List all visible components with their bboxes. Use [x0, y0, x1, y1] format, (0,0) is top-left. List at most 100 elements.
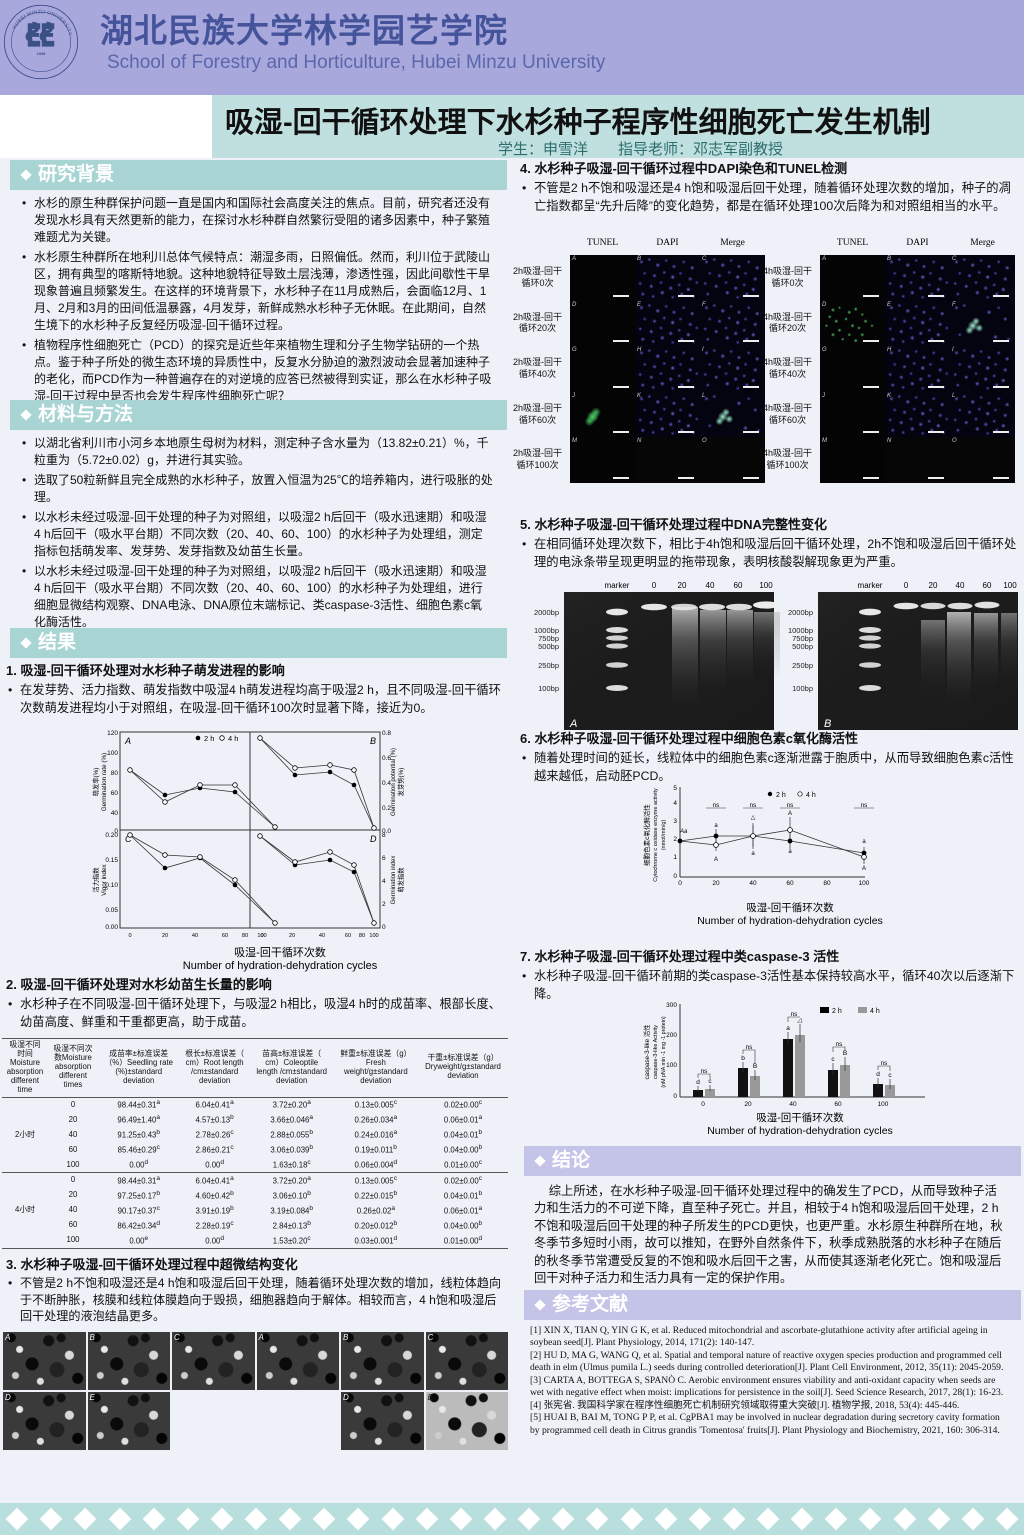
svg-text:c: c [708, 1078, 712, 1085]
svg-text:Germination rate (%): Germination rate (%) [101, 753, 108, 811]
svg-text:4: 4 [673, 800, 677, 807]
svg-text:D: D [370, 834, 377, 844]
svg-text:0: 0 [652, 581, 657, 590]
svg-text:A: A [862, 866, 866, 872]
svg-text:20: 20 [712, 880, 720, 887]
svg-text:0.6: 0.6 [382, 755, 391, 762]
svg-text:A: A [569, 718, 577, 730]
svg-text:B: B [370, 736, 376, 746]
svg-text:d: d [876, 1071, 880, 1078]
svg-text:250bp: 250bp [538, 661, 559, 670]
svg-text:0: 0 [128, 933, 131, 939]
svg-text:100: 100 [107, 750, 118, 757]
svg-text:A: A [714, 857, 718, 863]
svg-text:40: 40 [706, 581, 715, 590]
svg-text:B: B [824, 718, 831, 730]
svg-text:A: A [124, 736, 131, 746]
svg-text:2000bp: 2000bp [534, 608, 559, 617]
svg-text:120: 120 [107, 730, 118, 737]
svg-text:B: B [753, 1063, 757, 1070]
svg-text:细胞色素c氧化酶活性: 细胞色素c氧化酶活性 [642, 804, 651, 866]
svg-text:△: △ [751, 815, 756, 821]
svg-text:60: 60 [983, 581, 992, 590]
svg-text:4 h: 4 h [806, 792, 816, 799]
svg-text:0: 0 [673, 873, 677, 880]
svg-text:marker: marker [605, 581, 630, 590]
svg-text:d: d [696, 1079, 700, 1086]
svg-text:500bp: 500bp [792, 642, 813, 651]
svg-text:2: 2 [673, 836, 677, 843]
svg-text:ns: ns [746, 1044, 753, 1051]
svg-text:5: 5 [673, 785, 677, 792]
svg-text:0: 0 [904, 581, 909, 590]
svg-text:(nmol/min/g): (nmol/min/g) [661, 820, 667, 851]
svg-text:2 h: 2 h [776, 792, 786, 799]
svg-text:0.8: 0.8 [382, 730, 391, 737]
svg-text:300: 300 [666, 1002, 677, 1009]
svg-text:20: 20 [678, 581, 687, 590]
svg-text:80: 80 [111, 770, 119, 777]
svg-text:0.20: 0.20 [105, 832, 118, 839]
svg-text:(nM pNA min -1 mg -1 protein): (nM pNA min -1 mg -1 protein) [661, 1016, 667, 1087]
svg-text:A: A [788, 811, 792, 817]
svg-text:a: a [751, 851, 755, 857]
svg-text:marker: marker [858, 581, 883, 590]
svg-text:a: a [862, 839, 866, 845]
svg-text:200: 200 [666, 1032, 677, 1039]
svg-text:500bp: 500bp [538, 642, 559, 651]
svg-text:250bp: 250bp [792, 661, 813, 670]
svg-text:2 h: 2 h [832, 1008, 842, 1015]
svg-text:Cytochrome c oxidase enzyme ac: Cytochrome c oxidase enzyme activity [653, 788, 659, 882]
svg-text:0.15: 0.15 [105, 857, 118, 864]
svg-text:60: 60 [222, 933, 228, 939]
svg-text:60: 60 [734, 581, 743, 590]
svg-text:4 h: 4 h [870, 1008, 880, 1015]
svg-text:caspase-3-like Activity: caspase-3-like Activity [653, 1025, 659, 1079]
svg-text:4 h: 4 h [228, 734, 238, 743]
svg-text:100bp: 100bp [538, 684, 559, 693]
svg-text:40: 40 [956, 581, 965, 590]
svg-text:a: a [786, 1025, 790, 1032]
svg-text:1: 1 [673, 854, 677, 861]
svg-text:80: 80 [242, 933, 248, 939]
svg-text:0.00: 0.00 [105, 924, 118, 931]
svg-text:100: 100 [859, 880, 870, 887]
svg-text:a: a [788, 849, 792, 855]
svg-text:ns: ns [791, 1011, 798, 1018]
svg-text:0: 0 [673, 1093, 677, 1100]
svg-text:60: 60 [786, 880, 794, 887]
svg-text:2 h: 2 h [204, 734, 214, 743]
svg-text:ns: ns [836, 1041, 843, 1048]
svg-text:0: 0 [678, 880, 682, 887]
svg-text:3: 3 [673, 818, 677, 825]
svg-text:20: 20 [929, 581, 938, 590]
svg-text:0.4: 0.4 [382, 780, 391, 787]
svg-text:b: b [741, 1055, 745, 1062]
svg-text:ns: ns [701, 1068, 708, 1075]
svg-text:a: a [714, 823, 718, 829]
svg-text:c: c [831, 1056, 835, 1063]
svg-text:6: 6 [382, 855, 386, 862]
svg-text:0: 0 [382, 924, 386, 931]
svg-text:发芽势(%): 发芽势(%) [396, 768, 405, 797]
svg-text:caspase-3-like 活性: caspase-3-like 活性 [642, 1025, 651, 1080]
svg-text:20: 20 [744, 1101, 752, 1108]
svg-text:2: 2 [382, 901, 386, 908]
svg-text:ns: ns [881, 1060, 888, 1067]
svg-text:100: 100 [759, 581, 773, 590]
svg-text:0.10: 0.10 [105, 882, 118, 889]
svg-text:1938: 1938 [37, 51, 46, 56]
svg-text:100: 100 [369, 933, 378, 939]
svg-text:60: 60 [834, 1101, 842, 1108]
svg-text:100bp: 100bp [792, 684, 813, 693]
svg-text:c: c [888, 1072, 892, 1079]
svg-text:B: B [843, 1050, 847, 1057]
svg-text:40: 40 [192, 933, 198, 939]
svg-text:0.2: 0.2 [382, 805, 391, 812]
svg-text:40: 40 [111, 810, 119, 817]
svg-text:100: 100 [878, 1101, 889, 1108]
svg-text:80: 80 [823, 880, 831, 887]
svg-text:2000bp: 2000bp [788, 608, 813, 617]
svg-text:40: 40 [319, 933, 325, 939]
svg-text:4: 4 [382, 878, 386, 885]
